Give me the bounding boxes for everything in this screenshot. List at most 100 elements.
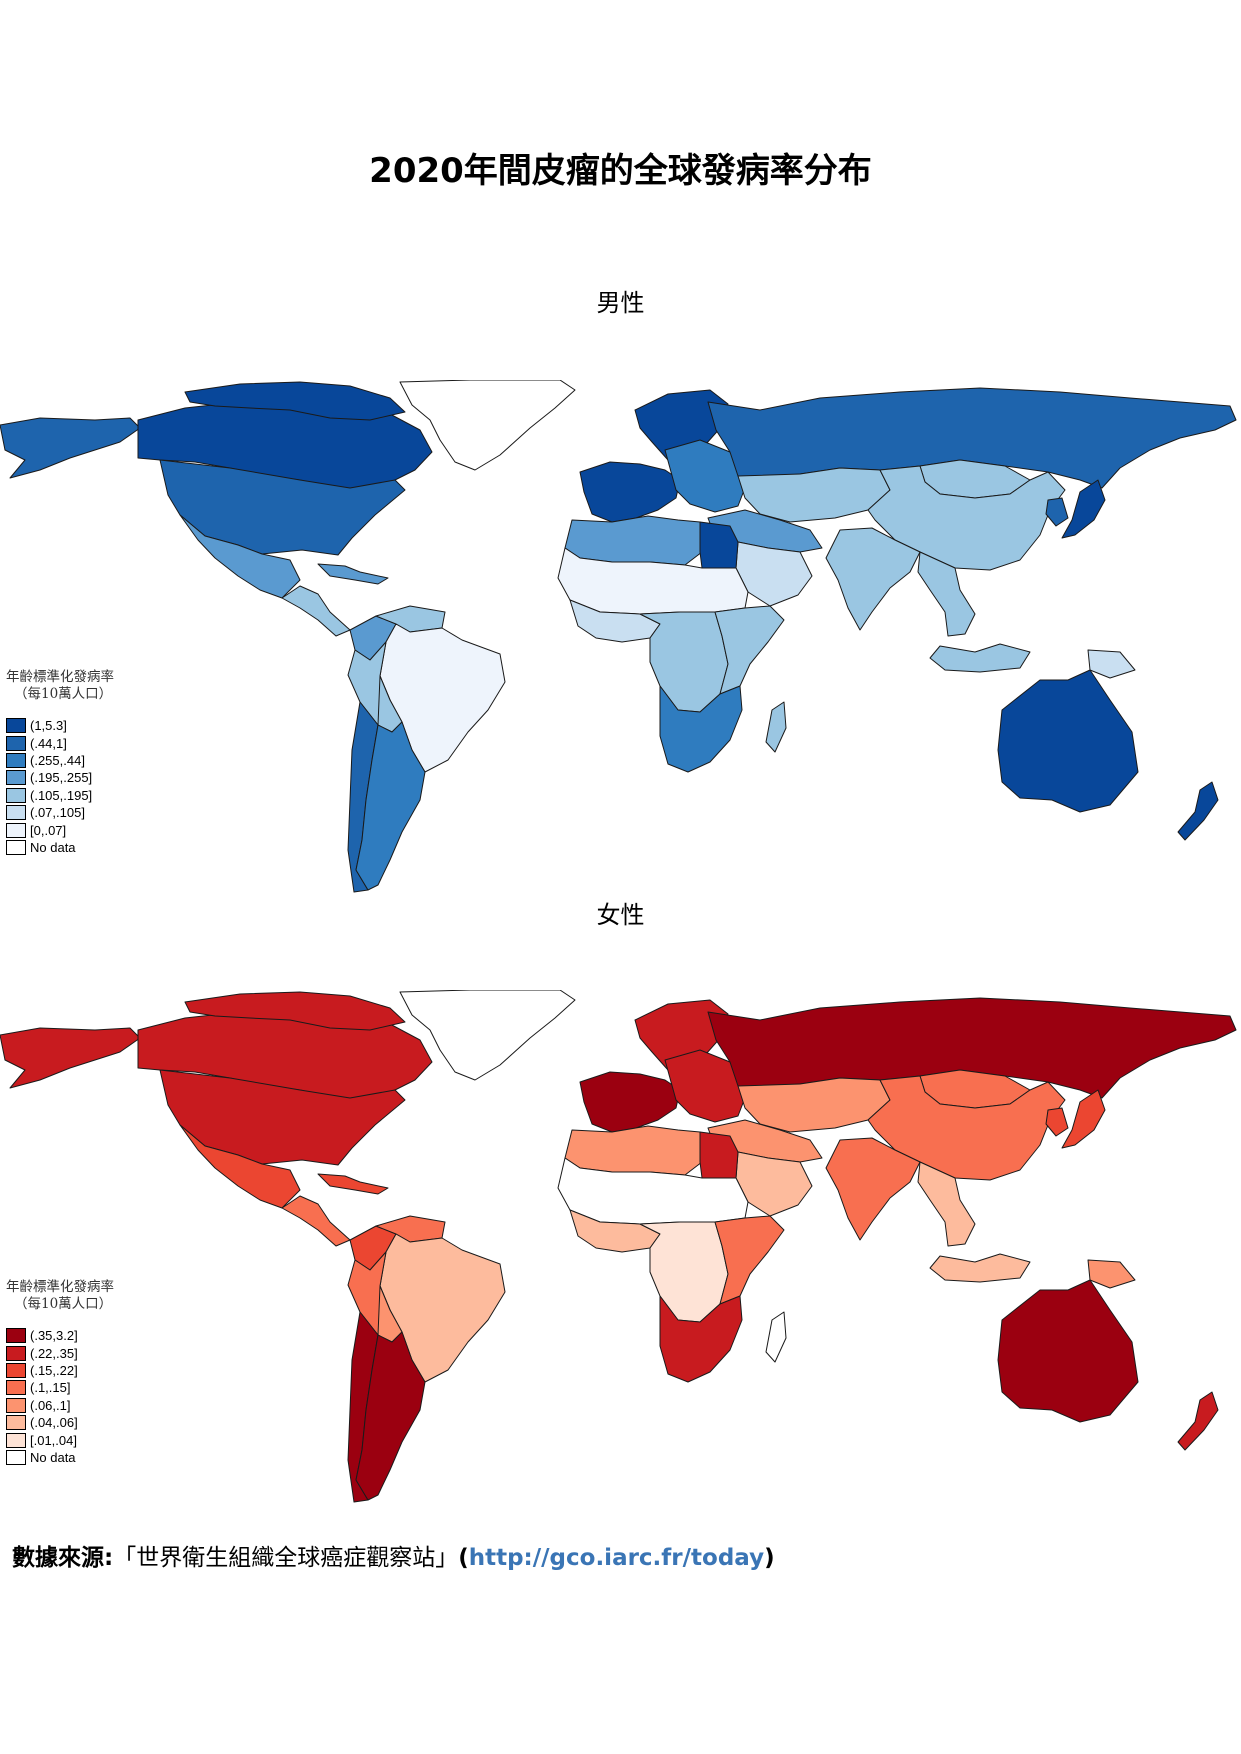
male-region-arctic-islands xyxy=(184,381,406,421)
male-region-madagascar xyxy=(765,701,787,753)
female-region-new-zealand xyxy=(1177,1391,1219,1451)
male-legend-item: (.07,.105] xyxy=(6,804,146,821)
male-world-map xyxy=(0,380,1237,893)
male-legend-label: (.255,.44] xyxy=(30,752,85,768)
female-region-east-africa xyxy=(714,1215,785,1305)
male-region-greenland xyxy=(399,380,576,471)
female-legend-label: (.06,.1] xyxy=(30,1397,71,1413)
source-paren-close: ) xyxy=(764,1545,775,1571)
male-region-mexico xyxy=(179,514,301,599)
female-region-madagascar xyxy=(765,1311,787,1363)
male-legend-title: 年齡標準化發病率 xyxy=(6,669,114,685)
male-region-caribbean xyxy=(317,563,389,585)
male-region-north-africa xyxy=(564,515,709,566)
female-legend-label: [.01,.04] xyxy=(30,1432,77,1448)
male-region-eastern-europe xyxy=(664,439,749,513)
female-legend-item: (.1,.15] xyxy=(6,1379,146,1396)
male-legend-swatch xyxy=(6,770,26,786)
female-legend-label: (.22,.35] xyxy=(30,1345,78,1361)
male-legend: 年齡標準化發病率 （每10萬人口） (1,5.3] (.44,1] (.255,.4… xyxy=(6,669,146,856)
female-region-japan xyxy=(1061,1089,1106,1149)
source-paren-open: ( xyxy=(458,1545,469,1571)
male-legend-swatch xyxy=(6,839,26,855)
female-legend-item: (.22,.35] xyxy=(6,1344,146,1361)
female-legend: 年齡標準化發病率 （每10萬人口） (.35,3.2] (.22,.35] (.15… xyxy=(6,1279,146,1466)
male-legend-swatch xyxy=(6,787,26,803)
female-legend-swatch xyxy=(6,1432,26,1448)
female-region-caribbean xyxy=(317,1173,389,1195)
male-region-argentina xyxy=(355,721,426,891)
female-legend-label: No data xyxy=(30,1449,76,1465)
female-region-greenland xyxy=(399,990,576,1081)
male-legend-item: [0,.07] xyxy=(6,821,146,838)
female-legend-swatch xyxy=(6,1362,26,1378)
male-legend-subtitle: （每10萬人口） xyxy=(14,686,113,702)
male-legend-label: (1,5.3] xyxy=(30,718,67,734)
female-region-mexico xyxy=(179,1124,301,1209)
male-legend-item: No data xyxy=(6,839,146,856)
female-legend-swatch xyxy=(6,1415,26,1431)
female-legend-subtitle: （每10萬人口） xyxy=(14,1296,113,1312)
male-legend-swatch xyxy=(6,822,26,838)
main-title: 2020年間皮瘤的全球發病率分布 xyxy=(369,151,872,191)
female-region-indonesia xyxy=(929,1253,1031,1283)
female-region-central-america xyxy=(281,1195,351,1247)
female-region-arctic-islands xyxy=(184,991,406,1031)
female-region-argentina xyxy=(355,1331,426,1501)
female-region-india xyxy=(825,1137,921,1241)
female-legend-swatch xyxy=(6,1345,26,1361)
male-region-southern-africa xyxy=(659,685,743,773)
female-legend-item: (.06,.1] xyxy=(6,1397,146,1414)
female-legend-label: (.35,3.2] xyxy=(30,1328,78,1344)
female-legend-label: (.15,.22] xyxy=(30,1362,78,1378)
female-region-southern-africa xyxy=(659,1295,743,1383)
male-panel-title: 男性 xyxy=(596,289,645,317)
male-legend-swatch xyxy=(6,805,26,821)
female-region-central-asia xyxy=(737,1077,891,1133)
source-link[interactable]: http://gco.iarc.fr/today xyxy=(468,1545,765,1571)
female-region-papua xyxy=(1087,1259,1136,1289)
male-legend-item: (.195,.255] xyxy=(6,769,146,786)
female-legend-label: (.1,.15] xyxy=(30,1380,71,1396)
male-region-alaska xyxy=(0,417,141,479)
source-name: 「世界衛生組織全球癌症觀察站」 xyxy=(113,1545,459,1571)
male-legend-item: (.105,.195] xyxy=(6,787,146,804)
male-legend-items: (1,5.3] (.44,1] (.255,.44] (.195,.255] (.105… xyxy=(6,717,146,856)
male-region-new-zealand xyxy=(1177,781,1219,841)
source-label: 數據來源: xyxy=(12,1545,114,1571)
male-legend-label: No data xyxy=(30,839,76,855)
female-region-alaska xyxy=(0,1027,141,1089)
female-region-australia xyxy=(997,1279,1139,1423)
male-legend-label: (.44,1] xyxy=(30,735,67,751)
male-region-southeast-asia xyxy=(917,551,976,637)
male-region-papua xyxy=(1087,649,1136,679)
female-legend-item: (.04,.06] xyxy=(6,1414,146,1431)
female-legend-title: 年齡標準化發病率 xyxy=(6,1279,114,1295)
male-region-china xyxy=(867,465,1066,571)
male-legend-swatch xyxy=(6,735,26,751)
male-legend-label: (.105,.195] xyxy=(30,787,93,803)
male-region-japan xyxy=(1061,479,1106,539)
female-region-western-europe xyxy=(579,1071,681,1133)
female-world-map xyxy=(0,990,1237,1503)
male-region-central-america xyxy=(281,585,351,637)
female-region-china xyxy=(867,1075,1066,1181)
female-region-southeast-asia xyxy=(917,1161,976,1247)
female-legend-item: No data xyxy=(6,1449,146,1466)
male-legend-item: (1,5.3] xyxy=(6,717,146,734)
female-legend-item: (.35,3.2] xyxy=(6,1327,146,1344)
female-legend-swatch xyxy=(6,1380,26,1396)
male-legend-item: (.44,1] xyxy=(6,734,146,751)
male-legend-label: (.07,.105] xyxy=(30,805,85,821)
male-legend-swatch xyxy=(6,718,26,734)
female-region-eastern-europe xyxy=(664,1049,749,1123)
data-source: 數據來源:「世界衛生組織全球癌症觀察站」(http://gco.iarc.fr/… xyxy=(12,1538,775,1572)
male-legend-swatch xyxy=(6,752,26,768)
female-legend-item: [.01,.04] xyxy=(6,1431,146,1448)
male-legend-label: (.195,.255] xyxy=(30,770,93,786)
female-panel-title: 女性 xyxy=(596,901,645,929)
female-region-north-africa xyxy=(564,1125,709,1176)
male-region-western-europe xyxy=(579,461,681,523)
female-legend-item: (.15,.22] xyxy=(6,1362,146,1379)
